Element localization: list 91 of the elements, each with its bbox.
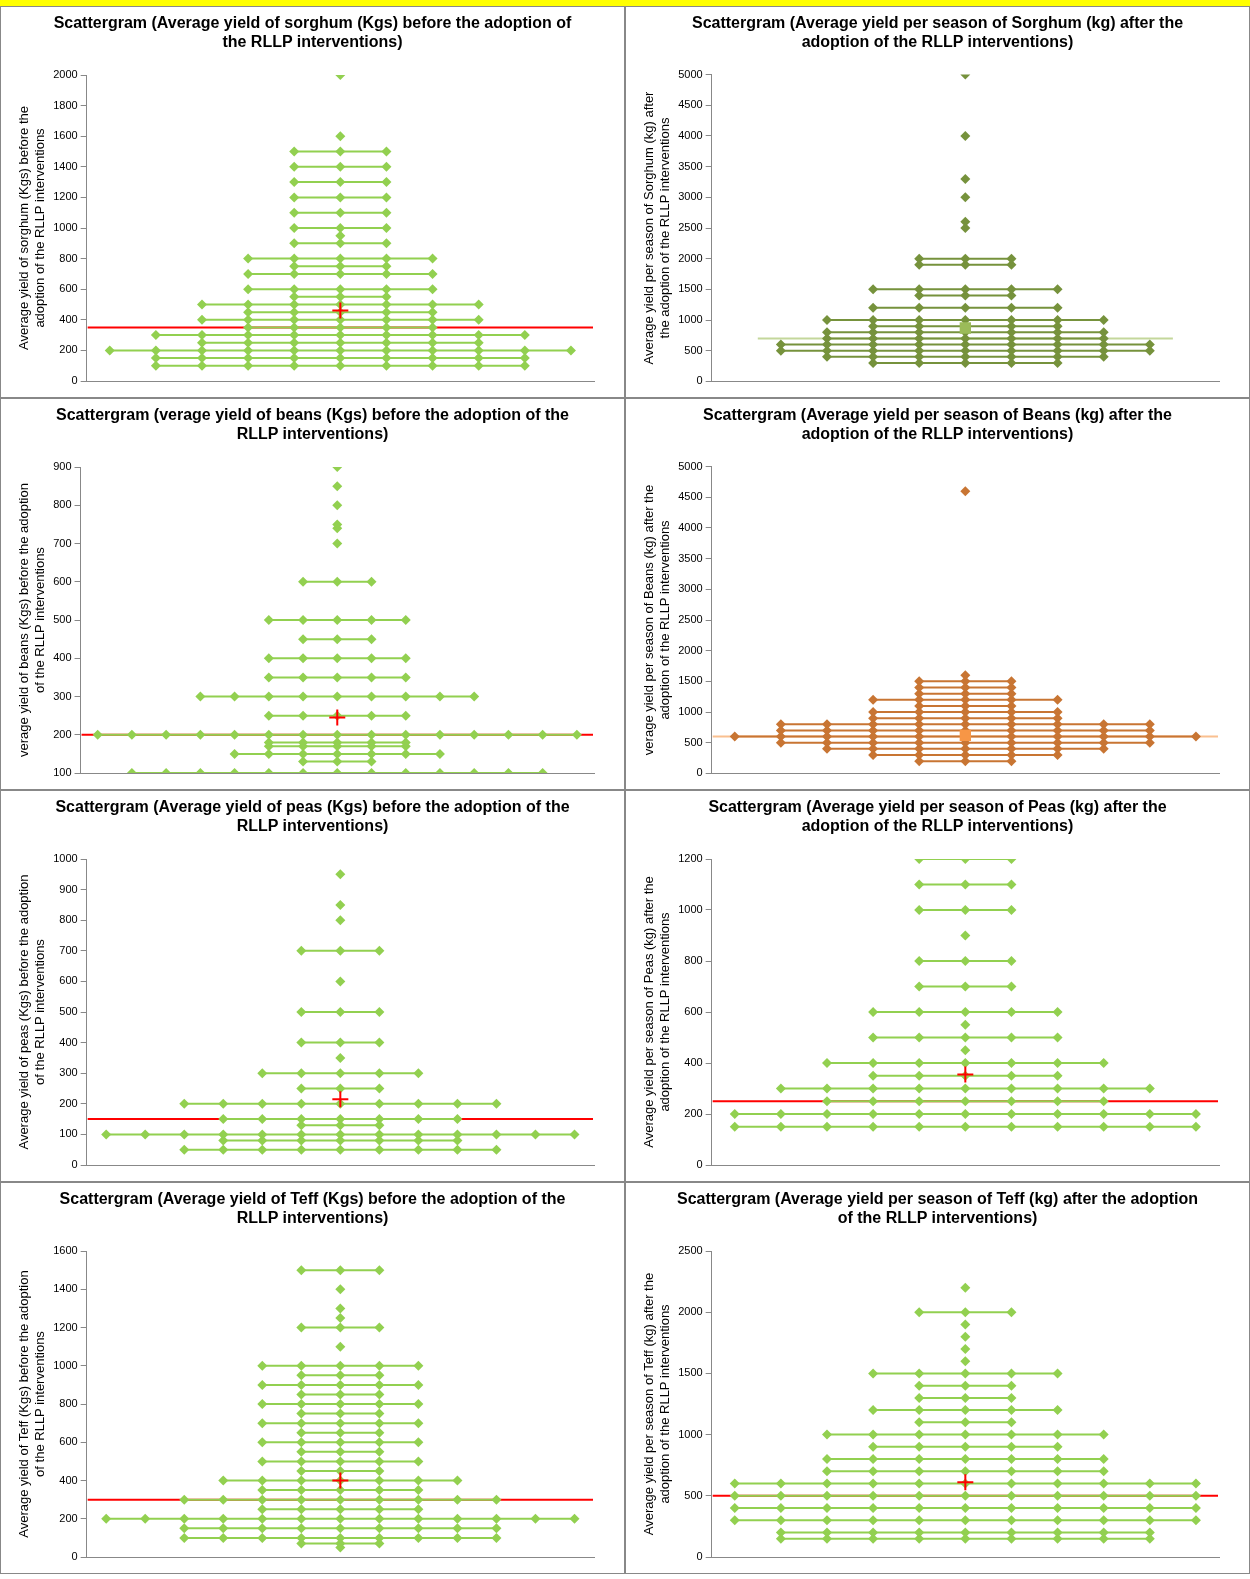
y-tick-label: 1000: [678, 705, 703, 718]
chart-title: Scattergram (Average yield of peas (Kgs) before the adoption of the RLLP interventions): [54, 797, 571, 836]
y-tick-label: 600: [53, 574, 72, 587]
y-axis-title: Average yield of Teff (Kgs) before the adoption of the RLLP interventions: [16, 1270, 47, 1538]
y-tick-label: 400: [53, 651, 72, 664]
y-tick-label: 200: [59, 1096, 78, 1109]
chart-title: Scattergram (verage yield of beans (Kgs) before the adoption of the RLLP interventions): [55, 405, 570, 444]
chart-title: Scattergram (Average yield per season of Peas (kg) after the adoption of the RLLP interventions): [707, 797, 1168, 836]
y-tick-label: 4000: [678, 520, 703, 533]
y-tick-label: 600: [59, 282, 78, 295]
chart-title: Scattergram (Average yield of Teff (Kgs) before the adoption of the RLLP interventions): [58, 1189, 567, 1228]
y-tick-label: 0: [696, 766, 703, 779]
y-tick-label: 500: [53, 613, 72, 626]
chart-title: Scattergram (Average yield of sorghum (Kgs) before the adoption of the RLLP interventions): [52, 13, 573, 52]
y-tick-label: 0: [696, 374, 703, 387]
y-tick-label: 1500: [678, 282, 703, 295]
y-tick-label: 600: [59, 974, 78, 987]
y-axis-title: Average yield of sorghum (Kgs) before the adoption of the RLLP interventions: [16, 105, 47, 351]
y-tick-label: 1600: [53, 129, 78, 142]
y-tick-label: 2000: [53, 68, 78, 81]
y-tick-label: 0: [696, 1158, 703, 1171]
y-axis-title: Average yield per season of Peas (kg) after the adoption of the RLLP interventions: [641, 876, 672, 1148]
y-tick-label: 500: [59, 1005, 78, 1018]
y-tick-label: 0: [696, 1550, 703, 1563]
y-tick-label: 400: [684, 1056, 703, 1069]
y-tick-label: 5000: [678, 459, 703, 472]
y-tick-label: 300: [59, 1066, 78, 1079]
y-tick-label: 2000: [678, 1305, 703, 1318]
y-tick-label: 200: [59, 1511, 78, 1524]
y-tick-label: 1400: [53, 159, 78, 172]
y-tick-label: 5000: [678, 67, 703, 80]
y-axis-title: verage yield per season of Beans (kg) after the adoption of the RLLP interventions: [641, 484, 672, 756]
y-tick-label: 100: [53, 766, 72, 779]
chart-title: Scattergram (Average yield per season of Sorghum (kg) after the adoption of the RLLP interventions): [690, 13, 1185, 52]
y-tick-label: 1500: [678, 674, 703, 687]
y-tick-label: 1600: [53, 1244, 78, 1257]
y-tick-label: 800: [53, 498, 72, 511]
y-tick-label: 400: [59, 312, 78, 325]
y-tick-label: 800: [684, 954, 703, 967]
y-tick-label: 1200: [678, 852, 703, 865]
y-tick-label: 300: [53, 689, 72, 702]
y-tick-label: 600: [684, 1005, 703, 1018]
y-tick-label: 1000: [678, 313, 703, 326]
y-tick-label: 1400: [53, 1282, 78, 1295]
y-tick-label: 1200: [53, 1320, 78, 1333]
y-tick-label: 3000: [678, 190, 703, 203]
y-tick-label: 2000: [678, 251, 703, 264]
y-tick-label: 200: [53, 727, 72, 740]
y-tick-label: 2500: [678, 613, 703, 626]
y-tick-label: 3000: [678, 582, 703, 595]
y-tick-label: 3500: [678, 159, 703, 172]
y-tick-label: 1000: [678, 903, 703, 916]
chart-title: Scattergram (Average yield per season of Teff (kg) after the adoption of the RLLP interventions): [676, 1189, 1199, 1228]
y-tick-label: 1000: [678, 1427, 703, 1440]
y-tick-label: 0: [71, 1158, 78, 1171]
y-tick-label: 1000: [53, 852, 78, 865]
y-tick-label: 400: [59, 1035, 78, 1048]
y-tick-label: 700: [53, 536, 72, 549]
y-tick-label: 200: [59, 343, 78, 356]
y-tick-label: 600: [59, 1435, 78, 1448]
y-tick-label: 800: [59, 913, 78, 926]
y-axis-title: verage yield of beans (Kgs) before the adoption of the RLLP interventions: [16, 483, 47, 757]
y-tick-label: 500: [684, 735, 703, 748]
y-tick-label: 1000: [53, 1358, 78, 1371]
y-tick-label: 200: [684, 1107, 703, 1120]
y-tick-label: 1800: [53, 98, 78, 111]
chart-title: Scattergram (Average yield per season of Beans (kg) after the adoption of the RLLP interventions): [702, 405, 1173, 444]
y-tick-label: 1200: [53, 190, 78, 203]
y-tick-label: 2500: [678, 1244, 703, 1257]
y-tick-label: 3500: [678, 551, 703, 564]
y-tick-label: 900: [53, 460, 72, 473]
y-axis-title: Average yield of peas (Kgs) before the adoption of the RLLP interventions: [16, 874, 47, 1150]
y-tick-label: 4500: [678, 490, 703, 503]
y-axis-title: Average yield per season of Teff (kg) after the adoption of the RLLP interventions: [641, 1272, 672, 1536]
y-axis-title: Average yield per season of Sorghum (kg) after the adoption of the RLLP interventions: [641, 90, 672, 365]
y-tick-label: 800: [59, 1397, 78, 1410]
y-tick-label: 100: [59, 1127, 78, 1140]
y-tick-label: 2000: [678, 643, 703, 656]
y-tick-label: 2500: [678, 221, 703, 234]
y-tick-label: 800: [59, 251, 78, 264]
y-tick-label: 0: [71, 1550, 78, 1563]
y-tick-label: 4000: [678, 128, 703, 141]
y-tick-label: 500: [684, 343, 703, 356]
y-tick-label: 1000: [53, 221, 78, 234]
y-tick-label: 0: [71, 374, 78, 387]
y-tick-label: 900: [59, 882, 78, 895]
y-tick-label: 500: [684, 1488, 703, 1501]
y-tick-label: 700: [59, 943, 78, 956]
y-tick-label: 1500: [678, 1366, 703, 1379]
y-tick-label: 4500: [678, 98, 703, 111]
y-tick-label: 400: [59, 1473, 78, 1486]
